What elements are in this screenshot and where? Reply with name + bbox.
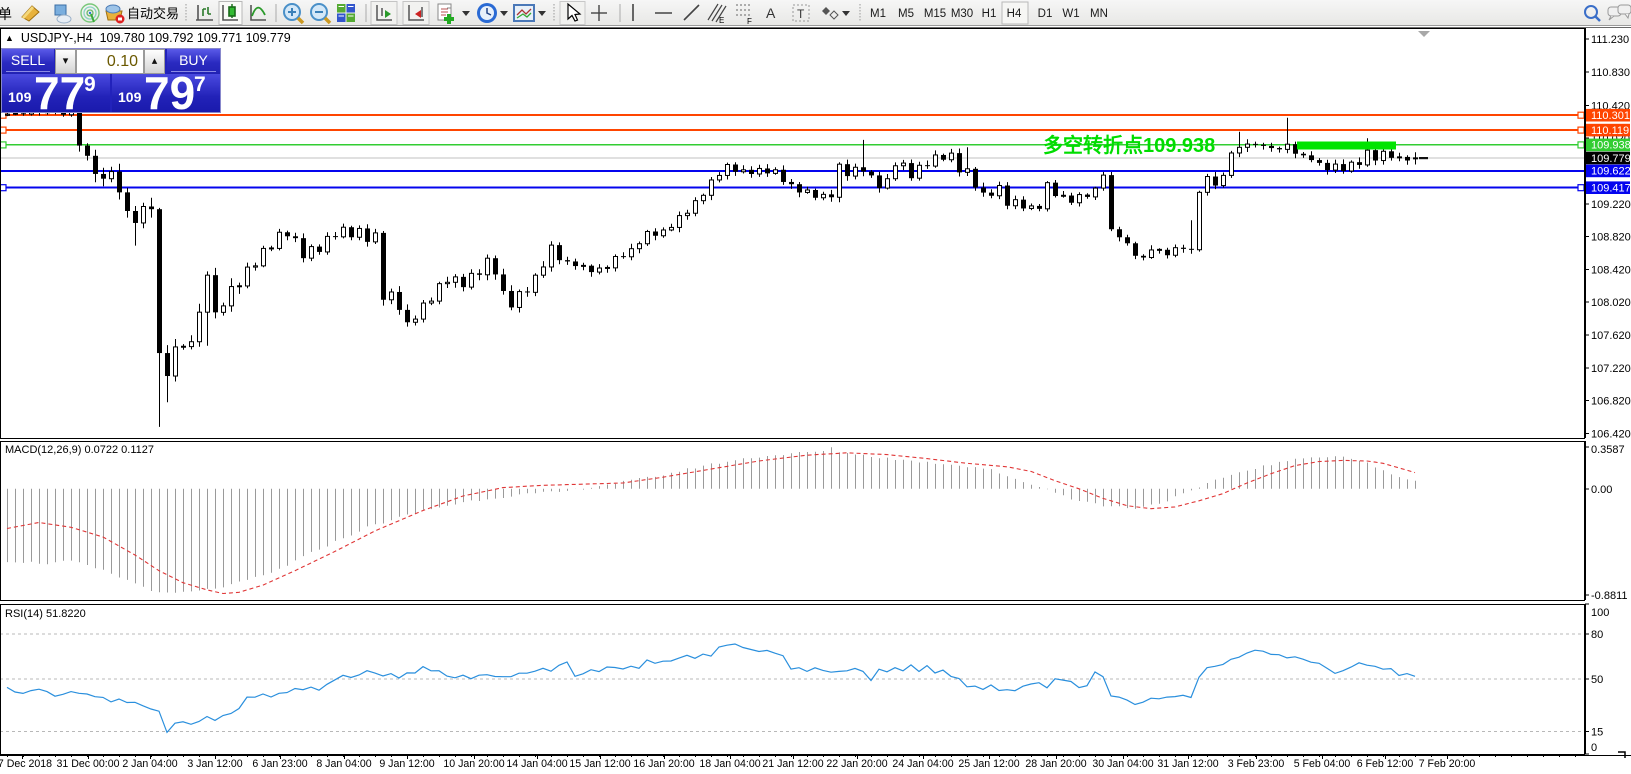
svg-text:E: E: [719, 16, 724, 25]
svg-text:100: 100: [1591, 607, 1609, 619]
svg-text:107.620: 107.620: [1591, 330, 1631, 342]
svg-text:16 Jan 20:00: 16 Jan 20:00: [633, 758, 694, 770]
svg-text:6 Feb 12:00: 6 Feb 12:00: [1357, 758, 1414, 770]
svg-text:108.420: 108.420: [1591, 264, 1631, 276]
svg-text:106.820: 106.820: [1591, 396, 1631, 408]
svg-text:M1: M1: [870, 8, 886, 20]
svg-text:单: 单: [0, 6, 12, 22]
svg-text:3 Jan 12:00: 3 Jan 12:00: [187, 758, 242, 770]
svg-text:18 Jan 04:00: 18 Jan 04:00: [699, 758, 760, 770]
svg-text:50: 50: [1591, 674, 1603, 686]
svg-text:自动交易: 自动交易: [127, 6, 179, 21]
svg-text:109.938: 109.938: [1591, 140, 1631, 152]
svg-text:14 Jan 04:00: 14 Jan 04:00: [506, 758, 567, 770]
svg-text:MN: MN: [1090, 8, 1108, 20]
svg-text:7 Feb 20:00: 7 Feb 20:00: [1419, 758, 1476, 770]
svg-text:27 Dec 2018: 27 Dec 2018: [0, 758, 52, 770]
svg-text:110.119: 110.119: [1591, 125, 1629, 137]
svg-text:24 Jan 04:00: 24 Jan 04:00: [892, 758, 953, 770]
svg-text:80: 80: [1591, 629, 1603, 641]
svg-text:H1: H1: [982, 8, 997, 20]
svg-text:109.417: 109.417: [1591, 183, 1631, 195]
svg-text:22 Jan 20:00: 22 Jan 20:00: [826, 758, 887, 770]
svg-text:9 Jan 12:00: 9 Jan 12:00: [379, 758, 434, 770]
svg-text:109.220: 109.220: [1591, 199, 1631, 211]
svg-text:108.820: 108.820: [1591, 232, 1631, 244]
svg-text:H4: H4: [1007, 8, 1022, 20]
svg-text:-0.8811: -0.8811: [1591, 590, 1628, 602]
svg-text:111.230: 111.230: [1591, 34, 1629, 46]
svg-text:10 Jan 20:00: 10 Jan 20:00: [443, 758, 504, 770]
svg-text:A: A: [766, 5, 776, 21]
svg-text:W1: W1: [1062, 8, 1079, 20]
svg-text:110.830: 110.830: [1591, 67, 1630, 79]
svg-text:110.301: 110.301: [1591, 110, 1630, 122]
svg-text:M15: M15: [924, 8, 946, 20]
svg-text:109.622: 109.622: [1591, 166, 1631, 178]
svg-text:108.020: 108.020: [1591, 297, 1631, 309]
svg-text:31 Jan 12:00: 31 Jan 12:00: [1157, 758, 1218, 770]
svg-text:2 Jan 04:00: 2 Jan 04:00: [122, 758, 177, 770]
svg-text:0.00: 0.00: [1591, 484, 1612, 496]
svg-text:MACD(12,26,9) 0.0722 0.1127: MACD(12,26,9) 0.0722 0.1127: [5, 444, 154, 456]
svg-text:M30: M30: [951, 8, 973, 20]
svg-text:D1: D1: [1038, 8, 1053, 20]
svg-text:0.3587: 0.3587: [1591, 444, 1625, 456]
svg-text:3 Feb 23:00: 3 Feb 23:00: [1228, 758, 1285, 770]
svg-text:M5: M5: [898, 8, 914, 20]
svg-text:109.779: 109.779: [1591, 153, 1631, 165]
svg-text:5 Feb 04:00: 5 Feb 04:00: [1294, 758, 1351, 770]
svg-text:15: 15: [1591, 727, 1603, 739]
svg-text:多空转折点109.938: 多空转折点109.938: [1043, 133, 1215, 157]
svg-text:106.420: 106.420: [1591, 428, 1631, 440]
svg-text:6 Jan 23:00: 6 Jan 23:00: [252, 758, 307, 770]
svg-text:25 Jan 12:00: 25 Jan 12:00: [958, 758, 1019, 770]
svg-text:107.220: 107.220: [1591, 363, 1631, 375]
svg-text:RSI(14) 51.8220: RSI(14) 51.8220: [5, 608, 86, 620]
svg-text:T: T: [797, 7, 805, 21]
svg-text:8 Jan 04:00: 8 Jan 04:00: [316, 758, 371, 770]
svg-text:31 Dec 00:00: 31 Dec 00:00: [56, 758, 119, 770]
svg-text:15 Jan 12:00: 15 Jan 12:00: [569, 758, 630, 770]
svg-text:28 Jan 20:00: 28 Jan 20:00: [1025, 758, 1086, 770]
svg-text:30 Jan 04:00: 30 Jan 04:00: [1092, 758, 1153, 770]
svg-text:F: F: [747, 17, 752, 26]
svg-text:21 Jan 12:00: 21 Jan 12:00: [762, 758, 823, 770]
svg-text:0: 0: [1591, 742, 1597, 754]
